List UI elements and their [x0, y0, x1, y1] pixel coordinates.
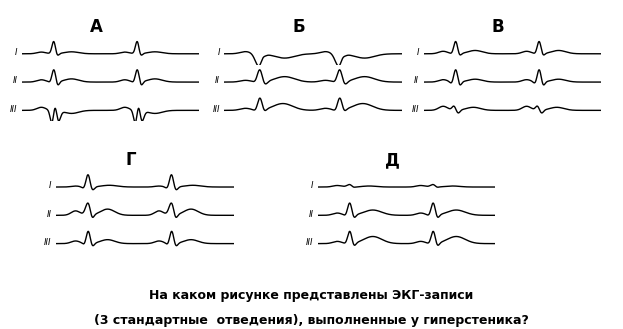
- Text: I: I: [15, 48, 17, 57]
- Text: II: II: [308, 210, 313, 219]
- Text: В: В: [492, 18, 505, 36]
- Text: Д: Д: [385, 151, 400, 169]
- Text: III: III: [412, 105, 419, 114]
- Text: II: II: [47, 210, 52, 219]
- Text: III: III: [10, 105, 17, 114]
- Text: (3 стандартные  отведения), выполненные у гиперстеника?: (3 стандартные отведения), выполненные у…: [94, 314, 529, 327]
- Text: II: II: [215, 76, 220, 86]
- Text: А: А: [90, 18, 103, 36]
- Text: I: I: [49, 181, 52, 190]
- Text: III: III: [44, 238, 52, 247]
- Text: На каком рисунке представлены ЭКГ-записи: На каком рисунке представлены ЭКГ-записи: [150, 289, 473, 302]
- Text: Г: Г: [125, 151, 136, 169]
- Text: Б: Б: [293, 18, 305, 36]
- Text: I: I: [417, 48, 419, 57]
- Text: III: III: [212, 105, 220, 114]
- Text: II: II: [414, 76, 419, 86]
- Text: I: I: [217, 48, 220, 57]
- Text: III: III: [306, 238, 313, 247]
- Text: I: I: [311, 181, 313, 190]
- Text: II: II: [12, 76, 17, 86]
